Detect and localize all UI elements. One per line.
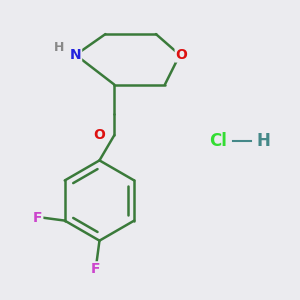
Text: N: N bbox=[70, 48, 82, 62]
Text: O: O bbox=[94, 128, 105, 142]
Text: Cl: Cl bbox=[209, 132, 227, 150]
Text: F: F bbox=[33, 211, 43, 225]
Text: O: O bbox=[175, 48, 187, 62]
Text: H: H bbox=[54, 41, 64, 54]
Text: F: F bbox=[90, 262, 100, 276]
Text: H: H bbox=[257, 132, 271, 150]
